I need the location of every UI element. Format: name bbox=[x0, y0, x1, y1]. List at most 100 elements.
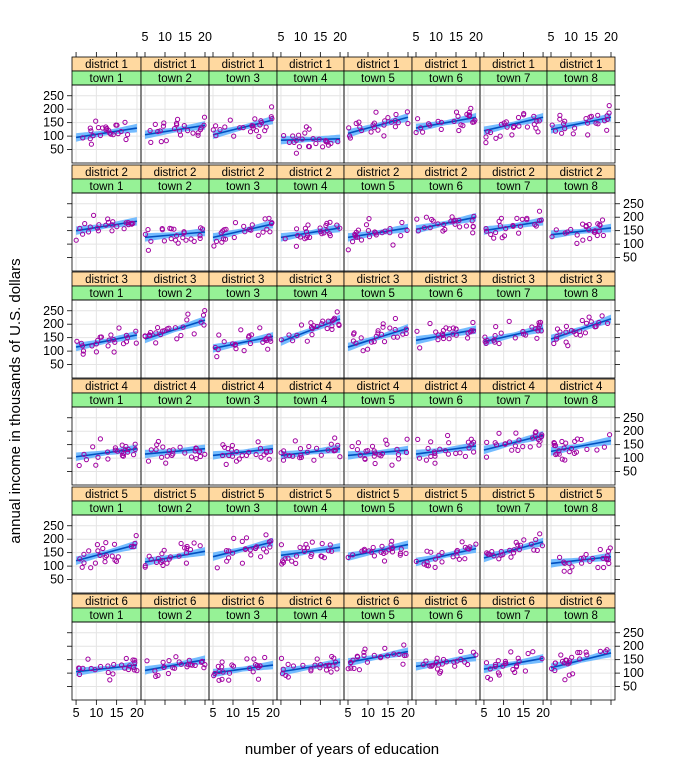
strip-town-label: town 1 bbox=[90, 503, 124, 515]
data-point bbox=[125, 446, 131, 452]
x-tick-label: 15 bbox=[110, 706, 124, 720]
data-point bbox=[510, 550, 517, 556]
data-point bbox=[389, 538, 395, 544]
data-point bbox=[202, 451, 208, 457]
data-point bbox=[535, 325, 541, 331]
data-point bbox=[432, 450, 438, 456]
data-point bbox=[105, 343, 111, 349]
data-point bbox=[109, 228, 115, 234]
data-point bbox=[357, 452, 363, 458]
strip-town-label: town 7 bbox=[497, 288, 531, 300]
data-point bbox=[513, 430, 519, 436]
data-point bbox=[414, 216, 420, 222]
strip-district-label: district 4 bbox=[222, 381, 265, 393]
data-point bbox=[599, 217, 606, 223]
data-point bbox=[178, 661, 184, 667]
strip-town-label: town 6 bbox=[429, 395, 463, 407]
data-point bbox=[561, 568, 567, 574]
data-point bbox=[512, 335, 518, 341]
data-point bbox=[554, 333, 560, 340]
data-point bbox=[378, 655, 384, 661]
data-point bbox=[133, 328, 139, 334]
data-point bbox=[500, 663, 506, 669]
data-point bbox=[592, 324, 598, 330]
data-point bbox=[423, 457, 429, 463]
data-point bbox=[290, 663, 296, 669]
panel-4-4: district 4 town 4 bbox=[276, 378, 345, 486]
data-point bbox=[125, 132, 131, 138]
data-point bbox=[504, 124, 510, 130]
data-point bbox=[361, 652, 367, 659]
data-point bbox=[521, 537, 527, 543]
data-point bbox=[166, 556, 172, 562]
data-point bbox=[587, 558, 593, 564]
x-tick-label: 20 bbox=[198, 30, 212, 44]
data-point bbox=[131, 544, 137, 550]
data-point bbox=[387, 325, 393, 331]
panel-3-2: district 3 town 2 bbox=[140, 271, 210, 379]
data-point bbox=[217, 127, 223, 133]
data-point bbox=[103, 222, 109, 228]
data-point bbox=[579, 317, 585, 324]
data-point bbox=[440, 327, 446, 334]
data-point bbox=[253, 451, 259, 458]
data-point bbox=[304, 545, 310, 551]
data-point bbox=[175, 240, 181, 246]
data-point bbox=[92, 560, 99, 566]
strip-town-label: town 5 bbox=[361, 73, 395, 85]
panel-1-3: district 1 town 3 bbox=[208, 56, 278, 164]
data-point bbox=[85, 656, 91, 662]
data-point bbox=[433, 660, 439, 666]
data-point bbox=[307, 234, 313, 240]
data-point bbox=[95, 228, 102, 234]
data-point bbox=[371, 553, 377, 559]
data-point bbox=[160, 659, 166, 665]
data-point bbox=[183, 237, 189, 243]
fit-line bbox=[415, 328, 477, 342]
data-point bbox=[119, 442, 125, 448]
data-point bbox=[368, 549, 375, 555]
data-point bbox=[87, 224, 93, 230]
data-point bbox=[255, 232, 261, 238]
data-point bbox=[347, 133, 353, 139]
data-point bbox=[201, 114, 208, 120]
strip-district-label: district 1 bbox=[357, 59, 400, 71]
data-point bbox=[313, 140, 319, 147]
data-point bbox=[359, 127, 365, 134]
data-point bbox=[219, 676, 225, 682]
data-point bbox=[572, 438, 578, 444]
data-point bbox=[76, 462, 82, 469]
data-point bbox=[247, 547, 253, 553]
y-tick-label: 50 bbox=[50, 143, 64, 157]
data-point bbox=[320, 144, 326, 150]
data-point bbox=[317, 662, 324, 668]
data-point bbox=[493, 229, 499, 236]
data-point bbox=[302, 225, 308, 231]
y-tick-label: 200 bbox=[43, 317, 64, 331]
data-point bbox=[449, 214, 455, 220]
data-point bbox=[259, 120, 265, 126]
data-point bbox=[93, 349, 100, 355]
data-point bbox=[538, 328, 544, 334]
data-point bbox=[286, 453, 293, 459]
data-point bbox=[239, 452, 245, 458]
data-point bbox=[562, 677, 568, 683]
x-tick-label: 5 bbox=[142, 30, 149, 44]
data-point bbox=[607, 432, 613, 438]
data-point bbox=[432, 564, 438, 571]
data-point bbox=[552, 667, 558, 674]
data-point bbox=[197, 235, 203, 241]
data-point bbox=[583, 551, 589, 558]
data-point bbox=[90, 133, 96, 139]
data-point bbox=[177, 444, 183, 450]
data-point bbox=[294, 332, 300, 338]
data-point bbox=[327, 542, 333, 548]
data-point bbox=[381, 339, 388, 345]
data-point bbox=[423, 214, 429, 220]
data-point bbox=[592, 228, 598, 234]
data-point bbox=[261, 546, 267, 552]
data-point bbox=[121, 226, 127, 232]
data-point bbox=[565, 661, 571, 667]
data-point bbox=[595, 121, 601, 127]
data-point bbox=[415, 116, 421, 122]
